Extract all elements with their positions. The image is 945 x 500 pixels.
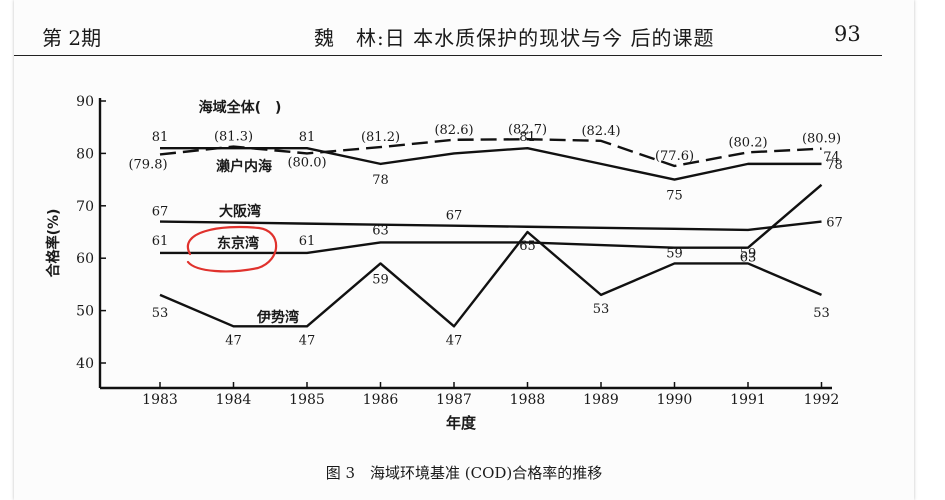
page-header: 第 2期 魏 林:日 本水质保护的现状与今 后的课题 93 [14, 0, 914, 56]
data-label: (82.4) [581, 124, 620, 139]
data-label: (80.9) [802, 132, 841, 147]
data-label: 53 [152, 306, 169, 321]
y-tick-label: 40 [76, 356, 94, 372]
data-label: 53 [813, 306, 830, 321]
series-name-label: 濑户内海 [216, 158, 272, 175]
x-tick-label: 1989 [583, 392, 619, 408]
data-label: (80.0) [287, 155, 326, 170]
series-line-1 [160, 146, 822, 181]
figure-caption: 图 3 海域环境基准 (COD)合格率的推移 [325, 464, 603, 482]
series-name-label: 伊势湾 [256, 309, 299, 326]
x-tick-label: 1991 [730, 392, 766, 408]
y-tick-label: 80 [76, 146, 94, 162]
x-tick-label: 1983 [142, 392, 178, 408]
y-tick-label: 70 [76, 199, 94, 215]
data-label: (77.6) [655, 149, 694, 164]
data-label: 78 [826, 158, 843, 173]
y-axis-title: 合格率(%) [45, 209, 62, 278]
data-label: 61 [152, 234, 169, 249]
page-number: 93 [834, 22, 861, 46]
data-label: 63 [372, 223, 389, 238]
x-tick-label: 1984 [216, 392, 252, 408]
series-name-label: 东京湾 [217, 235, 259, 252]
data-label: 53 [593, 302, 610, 317]
data-label: (81.3) [214, 130, 253, 145]
series-line-0 [159, 138, 822, 168]
header-rule [14, 55, 882, 56]
data-label: (79.8) [128, 157, 167, 172]
data-label: 81 [152, 130, 169, 145]
series-line-4 [159, 230, 822, 328]
x-tick-label: 1987 [436, 392, 472, 408]
data-label: (81.2) [361, 130, 400, 145]
y-tick-label: 50 [76, 304, 94, 320]
x-axis-title: 年度 [446, 414, 477, 432]
data-label: 74 [823, 150, 840, 165]
red-highlight-circle [186, 225, 278, 273]
data-label: 81 [299, 130, 316, 145]
data-label: (82.6) [434, 123, 473, 138]
data-label: 59 [372, 272, 389, 287]
x-tick-label: 1992 [804, 392, 840, 408]
data-label: 47 [446, 333, 463, 348]
data-label: 81 [519, 130, 536, 145]
cod-compliance-line-chart: 40 50 60 70 80 90 1983 1984 1985 1986 1987 1988 1989… [45, 94, 843, 432]
y-tick-label: 60 [76, 251, 94, 267]
data-label: 59 [666, 246, 683, 261]
data-label: 63 [740, 251, 757, 266]
data-label: (82.7) [508, 122, 547, 137]
data-label: 61 [299, 234, 316, 249]
data-label: 67 [826, 216, 843, 231]
data-label: 75 [666, 189, 683, 204]
x-tick-label: 1986 [363, 392, 399, 408]
journal-page: 第 2期 魏 林:日 本水质保护的现状与今 后的课题 93 40 50 60 70 80… [14, 0, 914, 500]
x-tick-label: 1990 [657, 392, 693, 408]
issue-number: 第 2期 [42, 26, 102, 50]
data-label: 47 [299, 333, 316, 348]
series-line-2 [159, 220, 822, 232]
data-label: 59 [740, 246, 757, 261]
data-label: 67 [152, 205, 169, 220]
data-label: 78 [372, 173, 389, 188]
data-label: (80.2) [728, 135, 767, 150]
data-label: 67 [446, 209, 463, 224]
series-name-label: 大阪湾 [219, 203, 261, 220]
data-label: 65 [519, 239, 536, 254]
series-line-3 [160, 183, 823, 255]
y-tick-label: 90 [76, 94, 94, 110]
running-title: 魏 林:日 本水质保护的现状与今 后的课题 [314, 26, 715, 50]
x-tick-label: 1988 [510, 392, 546, 408]
series-name-label: 海域全体( ) [199, 99, 282, 116]
data-label: 47 [225, 333, 242, 348]
x-tick-label: 1985 [289, 392, 325, 408]
